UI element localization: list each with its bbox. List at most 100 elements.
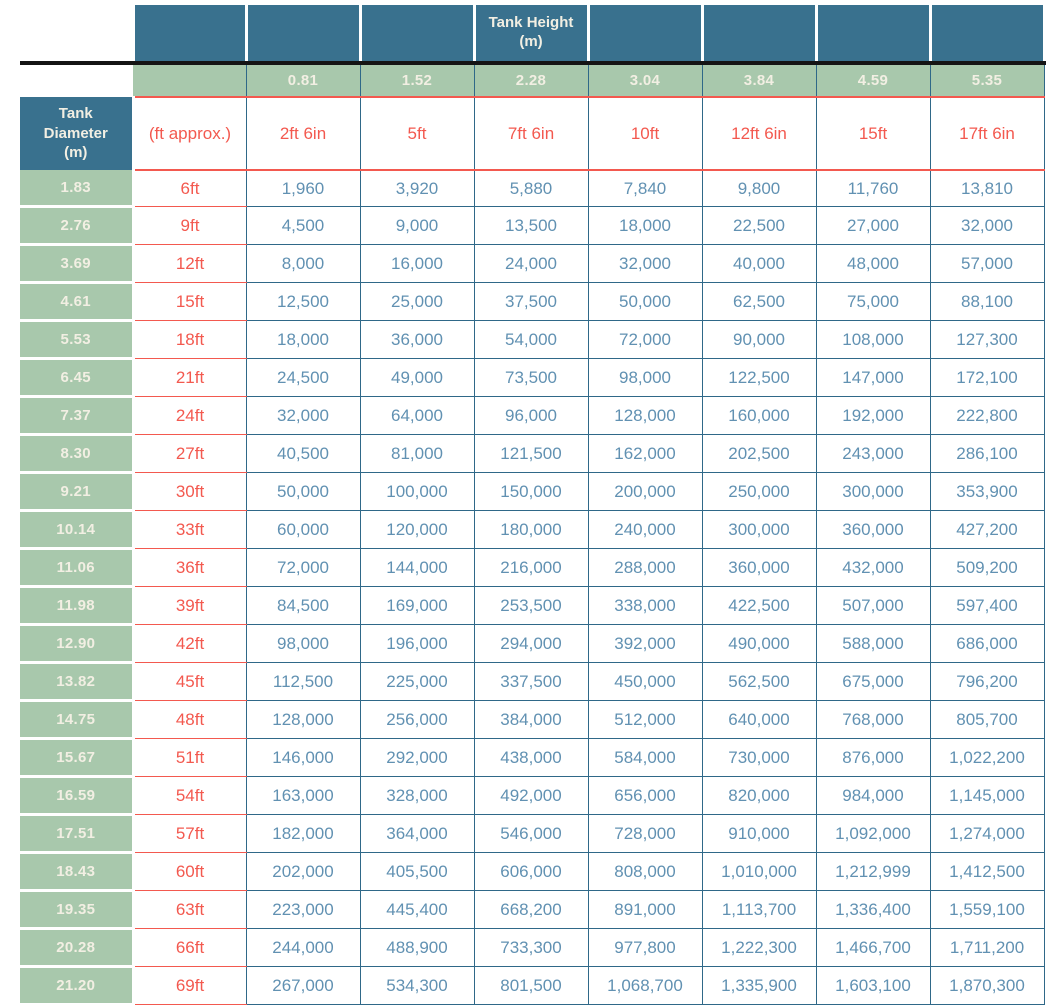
height-ft-header-cell: 2ft 6in (245, 96, 361, 171)
capacity-cell: 13,500 (473, 206, 589, 245)
height-ft-header-cell: 5ft (359, 96, 475, 171)
diameter-ft-cell: 69ft (133, 966, 247, 1005)
capacity-cell: 192,000 (815, 396, 931, 435)
height-m-header-cell: 5.35 (929, 63, 1045, 98)
diameter-m-cell: 4.61 (20, 282, 135, 322)
table-row: 4.61 15ft 12,500 25,000 37,500 50,000 62,500 75… (20, 282, 1045, 322)
capacity-cell: 1,113,700 (701, 890, 817, 929)
capacity-cell: 1,222,300 (701, 928, 817, 967)
capacity-cell: 243,000 (815, 434, 931, 473)
capacity-cell: 438,000 (473, 738, 589, 777)
capacity-cell: 222,800 (929, 396, 1045, 435)
capacity-cell: 562,500 (701, 662, 817, 701)
capacity-cell: 40,000 (701, 244, 817, 283)
diameter-m-cell: 11.06 (20, 548, 135, 588)
capacity-cell: 24,500 (245, 358, 361, 397)
height-m-header-row: 0.81 1.52 2.28 3.04 3.84 4.59 5.35 (20, 63, 1045, 98)
height-m-header-cell: 3.84 (701, 63, 817, 98)
height-ft-header-cell: 7ft 6in (473, 96, 589, 171)
capacity-cell: 250,000 (701, 472, 817, 511)
capacity-cell: 225,000 (359, 662, 475, 701)
capacity-cell: 294,000 (473, 624, 589, 663)
table-row: 19.35 63ft 223,000 445,400 668,200 891,000 1,1… (20, 890, 1045, 930)
table-row: 11.06 36ft 72,000 144,000 216,000 288,000 360,… (20, 548, 1045, 588)
table-row: 6.45 21ft 24,500 49,000 73,500 98,000 122,500 1… (20, 358, 1045, 398)
capacity-cell: 686,000 (929, 624, 1045, 663)
diameter-ft-cell: 54ft (133, 776, 247, 815)
capacity-cell: 1,960 (245, 169, 361, 207)
capacity-cell: 360,000 (815, 510, 931, 549)
diameter-m-cell: 5.53 (20, 320, 135, 360)
capacity-cell: 121,500 (473, 434, 589, 473)
table-row: 18.43 60ft 202,000 405,500 606,000 808,000 1,0… (20, 852, 1045, 892)
capacity-cell: 984,000 (815, 776, 931, 815)
capacity-cell: 50,000 (587, 282, 703, 321)
diameter-m-cell: 1.83 (20, 170, 135, 208)
capacity-cell: 286,100 (929, 434, 1045, 473)
capacity-cell: 18,000 (587, 206, 703, 245)
capacity-cell: 891,000 (587, 890, 703, 929)
capacity-cell: 60,000 (245, 510, 361, 549)
capacity-cell: 253,500 (473, 586, 589, 625)
capacity-cell: 422,500 (701, 586, 817, 625)
capacity-cell: 432,000 (815, 548, 931, 587)
capacity-cell: 144,000 (359, 548, 475, 587)
tank-diameter-label-text: Tank Diameter (m) (43, 105, 108, 162)
height-ft-header-cell: 15ft (815, 96, 931, 171)
diameter-ft-cell: 12ft (133, 244, 247, 283)
capacity-cell: 300,000 (815, 472, 931, 511)
capacity-cell: 50,000 (245, 472, 361, 511)
table-row: 7.37 24ft 32,000 64,000 96,000 128,000 160,000… (20, 396, 1045, 436)
table-row: 5.53 18ft 18,000 36,000 54,000 72,000 90,000 10… (20, 320, 1045, 360)
diameter-ft-cell: 21ft (133, 358, 247, 397)
capacity-cell: 1,092,000 (815, 814, 931, 853)
capacity-cell: 146,000 (245, 738, 361, 777)
capacity-cell: 13,810 (929, 169, 1045, 207)
capacity-cell: 64,000 (359, 396, 475, 435)
capacity-cell: 172,100 (929, 358, 1045, 397)
capacity-cell: 805,700 (929, 700, 1045, 739)
capacity-cell: 584,000 (587, 738, 703, 777)
capacity-cell: 100,000 (359, 472, 475, 511)
diameter-ft-cell: 51ft (133, 738, 247, 777)
diameter-m-cell: 13.82 (20, 662, 135, 702)
capacity-cell: 267,000 (245, 966, 361, 1005)
capacity-cell: 675,000 (815, 662, 931, 701)
capacity-cell: 162,000 (587, 434, 703, 473)
height-ft-header-cell: 10ft (587, 96, 703, 171)
diameter-ft-cell: 45ft (133, 662, 247, 701)
capacity-cell: 876,000 (815, 738, 931, 777)
diameter-m-cell: 12.90 (20, 624, 135, 664)
capacity-cell: 801,500 (473, 966, 589, 1005)
tank-height-header-row: Tank Height (m) (20, 5, 1046, 65)
height-m-header-cell: 0.81 (245, 63, 361, 98)
diameter-ft-cell: 30ft (133, 472, 247, 511)
capacity-cell: 450,000 (587, 662, 703, 701)
table-row: 10.14 33ft 60,000 120,000 180,000 240,000 300,… (20, 510, 1045, 550)
diameter-ft-cell: 63ft (133, 890, 247, 929)
tank-height-band-cell (928, 5, 1046, 65)
capacity-cell: 1,068,700 (587, 966, 703, 1005)
capacity-cell: 1,603,100 (815, 966, 931, 1005)
tank-capacity-table: Tank Height (m) 0.81 1.52 2.28 3.04 3.84 4.59… (20, 5, 1046, 1006)
capacity-cell: 5,880 (473, 169, 589, 207)
table-row: 3.69 12ft 8,000 16,000 24,000 32,000 40,000 48,… (20, 244, 1045, 284)
diameter-m-cell: 9.21 (20, 472, 135, 512)
capacity-cell: 150,000 (473, 472, 589, 511)
capacity-cell: 196,000 (359, 624, 475, 663)
capacity-cell: 202,000 (245, 852, 361, 891)
diameter-m-cell: 17.51 (20, 814, 135, 854)
height-ft-header-row: Tank Diameter (m) (ft approx.) 2ft 6in 5f… (20, 96, 1045, 171)
capacity-cell: 808,000 (587, 852, 703, 891)
capacity-cell: 147,000 (815, 358, 931, 397)
diameter-ft-cell: 33ft (133, 510, 247, 549)
capacity-cell: 8,000 (245, 244, 361, 283)
diameter-ft-cell: 27ft (133, 434, 247, 473)
capacity-cell: 728,000 (587, 814, 703, 853)
capacity-cell: 84,500 (245, 586, 361, 625)
capacity-cell: 392,000 (587, 624, 703, 663)
table-row: 15.67 51ft 146,000 292,000 438,000 584,000 730… (20, 738, 1045, 778)
capacity-cell: 7,840 (587, 169, 703, 207)
capacity-cell: 37,500 (473, 282, 589, 321)
tank-height-band-cell (586, 5, 704, 65)
